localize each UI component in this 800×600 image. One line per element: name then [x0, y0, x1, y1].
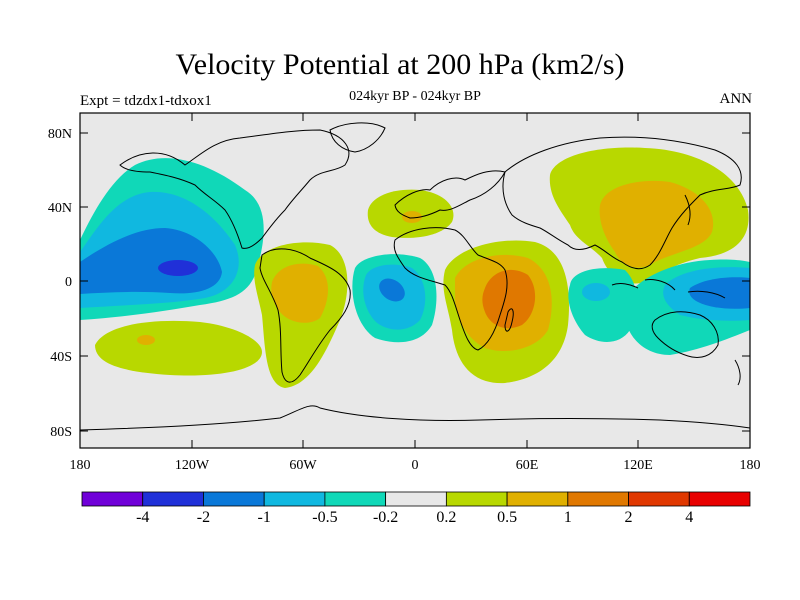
colorbar-label: -2	[197, 509, 210, 526]
contour-pacific-neg-core	[158, 260, 198, 276]
contour-wpacific-neg-strong	[689, 277, 750, 309]
coast-antarctica	[80, 405, 750, 431]
lon-label-60e: 60E	[516, 458, 539, 473]
lat-label-40s: 40S	[50, 350, 72, 365]
coast-africa	[393, 227, 508, 351]
coast-australia	[651, 311, 719, 359]
colorbar-swatch	[142, 491, 204, 507]
contour-atlantic-neg-core	[379, 278, 405, 302]
lon-label-0: 0	[412, 458, 419, 473]
colorbar-swatch	[385, 491, 447, 507]
lon-label-120w: 120W	[175, 458, 210, 473]
lon-axis: 180 120W 60W 0 60E 120E 180	[70, 113, 761, 473]
contour-pacific-neg-strong	[80, 228, 222, 294]
colorbar-swatch	[263, 491, 326, 507]
coast-madagascar	[504, 308, 514, 332]
contour-asia-pos-mid	[599, 180, 714, 268]
coast-indonesia	[611, 279, 726, 299]
colorbar-label: -4	[136, 509, 149, 526]
colorbar-label: 0.2	[436, 509, 456, 526]
colorbar-label: -1	[258, 509, 271, 526]
colorbar-swatch	[567, 491, 629, 507]
coast-north-america	[119, 129, 350, 249]
colorbar-label: 4	[685, 509, 693, 526]
colorbar: -4 -2 -1 -0.5 -0.2 0.2 0.5 1 2 4	[81, 491, 751, 526]
lat-label-0: 0	[65, 275, 72, 290]
lon-label-60w: 60W	[289, 458, 317, 473]
contour-europe-core	[402, 211, 422, 223]
colorbar-label: 0.5	[497, 509, 517, 526]
colorbar-swatch	[445, 491, 508, 507]
colorbar-swatch	[203, 491, 265, 507]
colorbar-swatch	[506, 491, 569, 507]
colorbar-swatch	[628, 491, 690, 507]
colorbar-swatch	[688, 491, 751, 507]
coast-japan	[684, 194, 691, 226]
coast-europe	[394, 170, 506, 219]
lat-label-80n: 80N	[48, 127, 72, 142]
contour-south-pacific-core	[137, 335, 155, 345]
map-field	[80, 113, 750, 448]
lat-label-40n: 40N	[48, 201, 72, 216]
colorbar-label: 1	[564, 509, 572, 526]
coast-greenland	[329, 122, 386, 153]
lon-label-120e: 120E	[623, 458, 653, 473]
colorbar-label: -0.5	[312, 509, 337, 526]
season-label: ANN	[719, 91, 753, 107]
contour-africa-pos-strong	[482, 269, 536, 329]
chart-title: Velocity Potential at 200 hPa (km2/s)	[175, 48, 625, 81]
lon-label-180e: 180	[740, 458, 761, 473]
coast-south-america	[259, 248, 351, 383]
colorbar-swatch	[324, 491, 387, 507]
experiment-label: Expt = tdzdx1-tdxox1	[80, 93, 212, 109]
lon-label-180w: 180	[70, 458, 91, 473]
coast-newzealand	[734, 359, 741, 386]
chart-subtitle: 024kyr BP - 024kyr BP	[349, 89, 481, 104]
contour-indian-neg-mid	[582, 283, 610, 301]
colorbar-swatch	[81, 491, 144, 507]
colorbar-label: 2	[625, 509, 633, 526]
lat-axis: 80N 40N 0 40S 80S	[48, 127, 750, 440]
colorbar-label: -0.2	[373, 509, 398, 526]
lat-label-80s: 80S	[50, 425, 72, 440]
contour-south-pacific-pos	[95, 320, 262, 376]
coastlines	[80, 122, 750, 431]
coast-asia	[502, 136, 742, 270]
contour-samerica-pos-mid	[271, 263, 328, 323]
